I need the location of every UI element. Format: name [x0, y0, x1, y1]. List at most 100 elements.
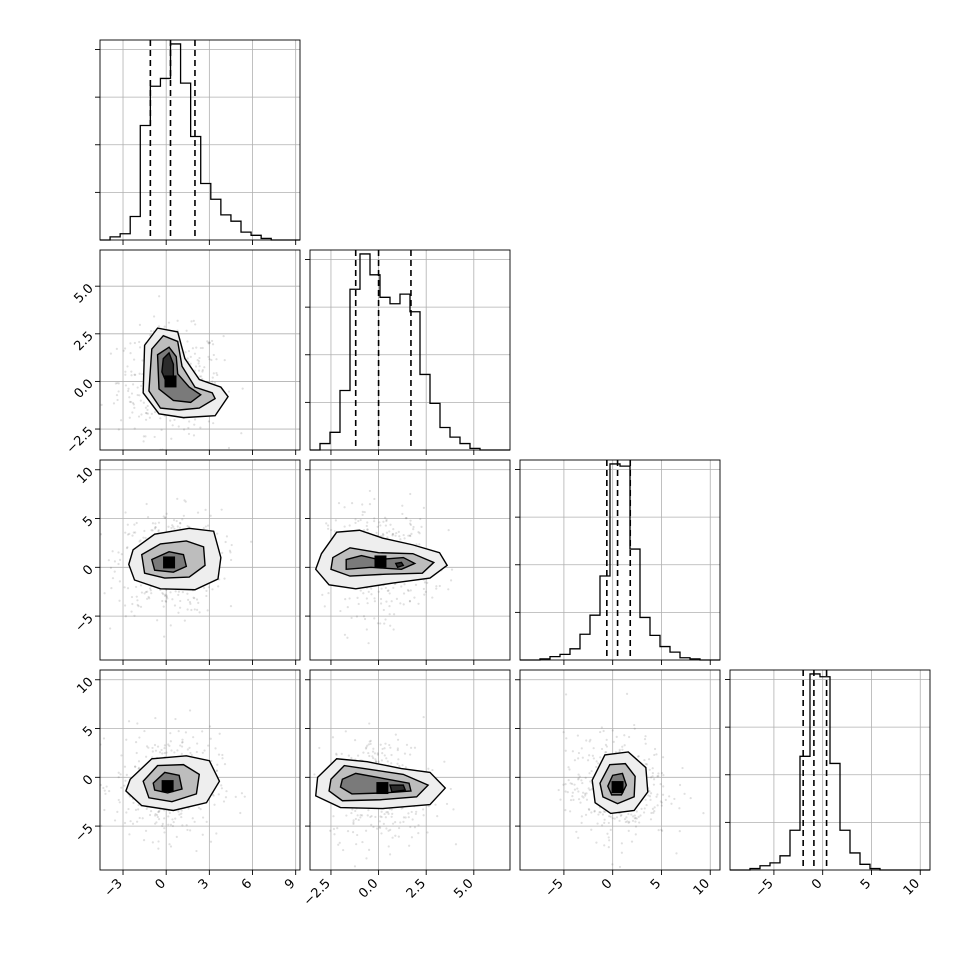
sample-point	[357, 818, 360, 822]
sample-point	[414, 812, 417, 816]
sample-point	[170, 526, 173, 530]
sample-point	[145, 502, 148, 506]
sample-point	[157, 810, 160, 814]
sample-point	[435, 585, 438, 588]
sample-point	[564, 693, 568, 696]
sample-point	[169, 732, 172, 735]
sample-point	[628, 820, 631, 824]
sample-point	[422, 716, 425, 719]
sample-point	[379, 815, 382, 818]
sample-point	[148, 416, 151, 419]
sample-point	[116, 381, 119, 385]
sample-point	[653, 753, 656, 757]
sample-point	[135, 595, 138, 598]
sample-point	[627, 735, 631, 739]
sample-point	[186, 525, 189, 528]
sample-point	[343, 525, 346, 528]
sample-point	[678, 807, 681, 810]
sample-point	[590, 769, 593, 773]
sample-point	[146, 597, 149, 600]
sample-point	[127, 807, 130, 811]
sample-point	[220, 787, 224, 790]
sample-point	[398, 764, 401, 768]
sample-point	[588, 740, 591, 743]
sample-point	[413, 596, 416, 599]
sample-point	[109, 627, 112, 630]
y-tick-label: 0	[80, 562, 96, 578]
sample-point	[585, 798, 589, 801]
sample-point	[368, 740, 371, 743]
sample-point	[615, 735, 618, 739]
sample-point	[282, 556, 284, 558]
sample-point	[623, 818, 627, 821]
sample-point	[402, 820, 405, 823]
sample-point	[581, 756, 584, 759]
sample-point	[660, 801, 664, 804]
sample-point	[174, 590, 177, 593]
sample-point	[146, 412, 150, 415]
sample-point	[633, 727, 636, 730]
sample-point	[350, 811, 353, 815]
sample-point	[189, 829, 192, 832]
sample-point	[177, 590, 181, 593]
sample-point	[383, 754, 386, 757]
sample-point	[660, 804, 663, 807]
sample-point	[125, 811, 128, 814]
sample-point	[366, 528, 369, 531]
sample-point	[454, 843, 458, 846]
sample-point	[210, 759, 213, 763]
sample-point	[356, 596, 359, 599]
sample-point	[660, 828, 663, 831]
sample-point	[379, 622, 382, 625]
sample-point	[348, 524, 351, 527]
sample-point	[241, 387, 244, 390]
sample-point	[336, 827, 339, 830]
sample-point	[567, 779, 570, 782]
sample-point	[648, 795, 652, 798]
sample-point	[149, 333, 152, 337]
sample-point	[160, 428, 163, 431]
joint-panel-p1-p3: −2.5 0.0 2.5 5.0	[301, 669, 511, 909]
sample-point	[116, 398, 119, 402]
sample-point	[134, 373, 137, 376]
sample-point	[141, 359, 144, 362]
joint-panel-p2-p3: −5 0 5 10	[515, 669, 721, 900]
y-tick-label: 0.0	[71, 376, 96, 401]
sample-point	[139, 399, 142, 402]
sample-point	[370, 593, 373, 596]
sample-point	[124, 373, 127, 376]
sample-point	[643, 738, 647, 741]
sample-point	[412, 525, 415, 529]
sample-point	[620, 851, 623, 854]
sample-point	[344, 730, 347, 733]
panel-frame	[309, 459, 511, 661]
sample-point	[381, 535, 384, 538]
x-tick-label: 5.0	[451, 876, 476, 901]
sample-point	[578, 775, 581, 778]
sample-point	[377, 590, 380, 593]
sample-point	[333, 833, 336, 836]
sample-point	[151, 746, 154, 750]
x-tick-label: 0.0	[356, 876, 381, 901]
sample-point	[207, 355, 210, 358]
sample-point	[176, 319, 179, 322]
sample-point	[205, 820, 208, 823]
sample-point	[321, 593, 324, 596]
sample-point	[207, 744, 210, 747]
sample-point	[176, 749, 179, 752]
sample-point	[103, 592, 106, 595]
sample-point	[192, 434, 196, 437]
sample-point	[571, 750, 574, 753]
x-tick-label: 3	[196, 876, 212, 892]
sample-point	[408, 599, 412, 603]
sample-point	[117, 551, 120, 554]
sample-point	[130, 610, 133, 613]
sample-point	[154, 526, 157, 529]
sample-point	[212, 422, 215, 425]
sample-point	[165, 595, 169, 599]
sample-point	[352, 822, 355, 826]
sample-point	[126, 587, 130, 590]
sample-point	[190, 608, 193, 612]
sample-point	[301, 550, 303, 552]
sample-point	[387, 812, 390, 815]
